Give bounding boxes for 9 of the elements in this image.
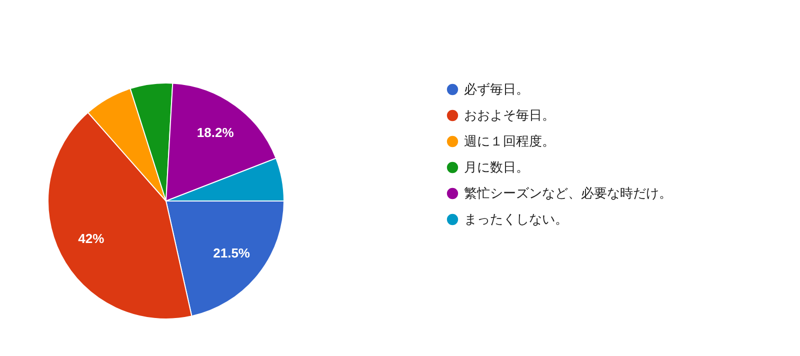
data-label: 42% <box>78 231 105 246</box>
legend-label: 繁忙シーズンなど、必要な時だけ。 <box>464 186 672 202</box>
data-label: 21.5% <box>213 246 250 261</box>
legend-label: 必ず毎日。 <box>464 82 529 98</box>
legend-label: 月に数日。 <box>464 160 529 176</box>
data-label: 18.2% <box>196 125 234 140</box>
legend-label: まったくしない。 <box>464 212 568 228</box>
legend-label: おおよそ毎日。 <box>464 108 555 124</box>
legend-label: 週に１回程度。 <box>464 134 555 150</box>
